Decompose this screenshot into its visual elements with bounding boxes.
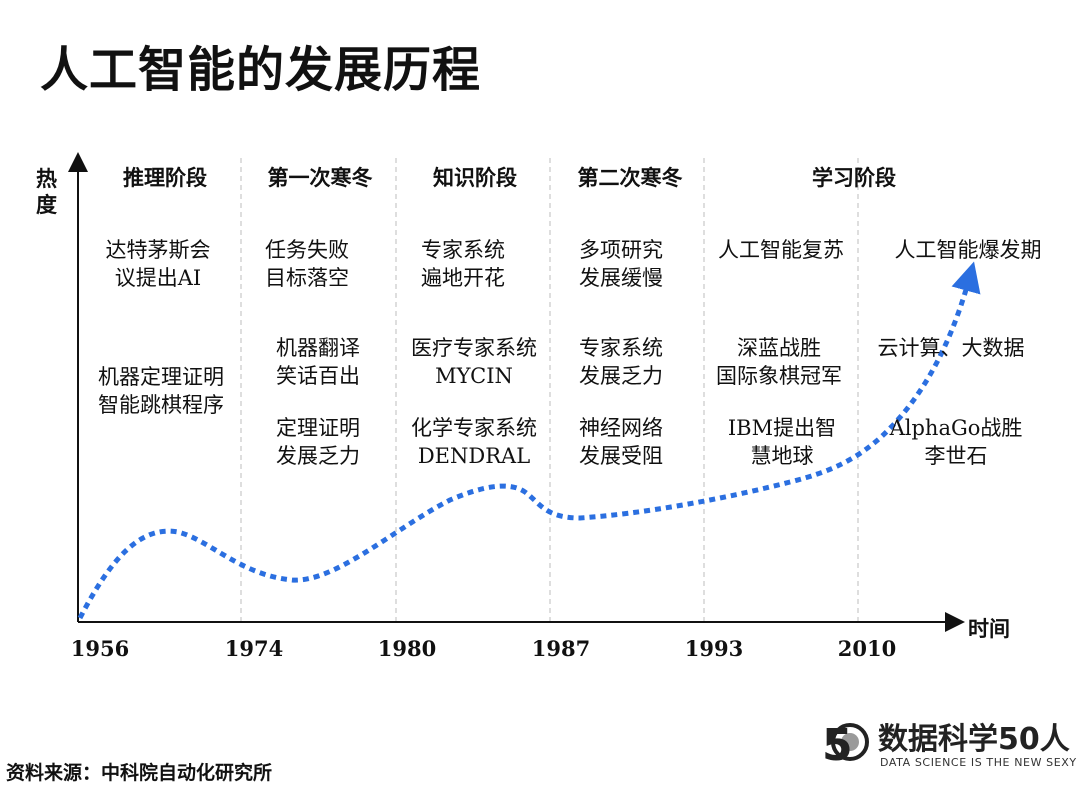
year-label-2010: 2010 [837,636,897,661]
stage-heading-learning: 学习阶段 [812,165,896,190]
page-title: 人工智能的发展历程 [40,42,482,98]
event-expert-systems: 专家系统 遍地开花 [421,238,505,290]
logo-mark-icon: 5 [822,720,869,770]
event-neural-blocked: 神经网络 发展受阻 [579,416,663,468]
stage-heading-first-winter: 第一次寒冬 [267,165,373,190]
source-note: 资料来源：中科院自动化研究所 [6,762,273,784]
stage-heading-reasoning: 推理阶段 [123,165,207,190]
event-deep-blue: 深蓝战胜 国际象棋冠军 [716,336,842,388]
event-theorem-weak: 定理证明 发展乏力 [276,416,360,468]
event-expert-weak: 专家系统 发展乏力 [579,336,663,388]
event-ai-explosion: 人工智能爆发期 [894,238,1042,262]
year-label-1993: 1993 [684,636,744,661]
svg-text:5: 5 [822,720,853,770]
event-dartmouth: 达特茅斯会 议提出AI [105,238,211,290]
logo-tagline: DATA SCIENCE IS THE NEW SEXY [880,756,1077,769]
x-axis-label: 时间 [968,616,1010,641]
year-label-1974: 1974 [224,636,284,661]
event-machine-translation: 机器翻译 笑话百出 [276,336,360,388]
stage-heading-knowledge: 知识阶段 [433,165,517,190]
event-smarter-planet: IBM提出智 慧地球 [727,416,837,468]
event-research-slow: 多项研究 发展缓慢 [579,238,663,290]
y-axis-label: 热度 [36,166,57,217]
heat-curve [77,261,981,620]
event-dendral: 化学专家系统 DENDRAL [411,416,537,468]
event-mycin: 医疗专家系统 MYCIN [411,336,537,388]
brand-logo: 5 数据科学50人 DATA SCIENCE IS THE NEW SEXY [818,712,1076,776]
year-label-1987: 1987 [531,636,591,661]
stage-heading-second-winter: 第二次寒冬 [577,165,683,190]
year-label-1956: 1956 [70,636,130,661]
event-ai-revival: 人工智能复苏 [718,238,844,262]
event-task-failure: 任务失败 目标落空 [265,238,349,290]
event-alphago: AlphaGo战胜 李世石 [889,416,1023,468]
event-theorem-checkers: 机器定理证明 智能跳棋程序 [98,365,224,417]
year-label-1980: 1980 [377,636,437,661]
logo-name: 数据科学50人 [878,722,1070,757]
event-cloud-bigdata: 云计算、大数据 [877,336,1025,360]
